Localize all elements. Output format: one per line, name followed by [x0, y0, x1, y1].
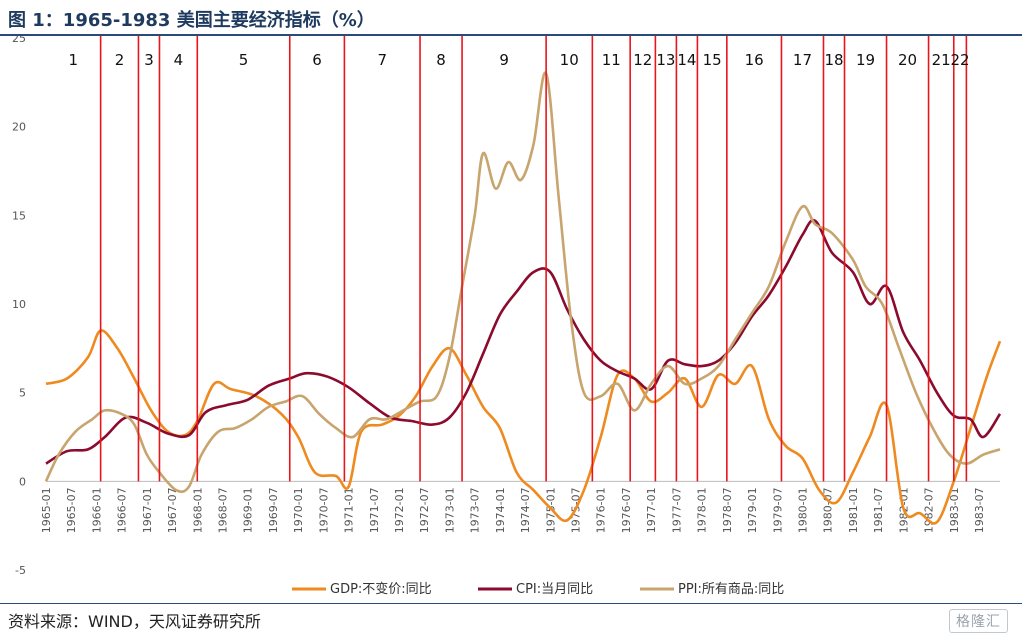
x-tick-label: 1968-01	[191, 487, 204, 533]
x-tick-label: 1982-07	[923, 487, 936, 533]
legend-label-cpi: CPI:当月同比	[516, 582, 593, 597]
x-tick-label: 1979-07	[771, 487, 784, 533]
period-label: 6	[312, 51, 322, 69]
period-label: 5	[239, 51, 249, 69]
period-label: 3	[144, 51, 154, 69]
period-label: 18	[824, 51, 843, 69]
period-dividers	[99, 36, 968, 482]
y-tick-label: 10	[12, 298, 26, 311]
y-tick-label: 15	[12, 209, 26, 222]
period-label: 10	[560, 51, 579, 69]
x-tick-label: 1965-07	[65, 487, 78, 533]
series-line-gdp	[45, 329, 1002, 525]
x-tick-label: 1971-01	[343, 487, 356, 533]
x-tick-label: 1983-01	[948, 487, 961, 533]
period-label: 15	[703, 51, 722, 69]
x-tick-label: 1968-07	[217, 487, 230, 533]
x-tick-label: 1967-01	[141, 487, 154, 533]
watermark-logo: 格隆汇	[949, 609, 1008, 633]
y-axis-ticks: -5 0 5 10 15 20 25	[12, 36, 26, 577]
x-tick-label: 1973-01	[443, 487, 456, 533]
series-line-ppi	[44, 71, 1001, 493]
x-tick-label: 1976-07	[620, 487, 633, 533]
x-tick-label: 1972-07	[418, 487, 431, 533]
x-tick-label: 1974-07	[519, 487, 532, 533]
chart-legend: GDP:不变价:同比 CPI:当月同比 PPI:所有商品:同比	[292, 581, 784, 597]
period-labels: 1 2 3 4 5 6 7 8 9 10 11 12 13 14 15 16 17 18 19 20 21 22	[69, 51, 970, 69]
series-line-cpi	[45, 218, 1002, 465]
x-tick-label: 1970-07	[317, 487, 330, 533]
period-label: 22	[951, 51, 970, 69]
title-divider	[0, 34, 1022, 36]
period-label: 7	[377, 51, 387, 69]
x-tick-label: 1972-01	[393, 487, 406, 533]
x-tick-label: 1974-01	[494, 487, 507, 533]
x-tick-label: 1980-01	[796, 487, 809, 533]
legend-label-ppi: PPI:所有商品:同比	[678, 582, 784, 597]
period-label: 20	[898, 51, 917, 69]
period-label: 21	[932, 51, 951, 69]
x-tick-label: 1966-07	[116, 487, 129, 533]
source-note: 资料来源：WIND，天风证券研究所	[8, 612, 261, 631]
period-label: 8	[436, 51, 446, 69]
x-tick-label: 1977-07	[670, 487, 683, 533]
period-label: 11	[602, 51, 621, 69]
period-label: 13	[656, 51, 675, 69]
x-tick-label: 1978-01	[696, 487, 709, 533]
x-tick-label: 1971-07	[368, 487, 381, 533]
period-label: 9	[499, 51, 509, 69]
y-tick-label: 0	[19, 475, 26, 488]
y-tick-label: 25	[12, 36, 26, 45]
x-tick-label: 1977-01	[645, 487, 658, 533]
x-tick-label: 1981-07	[872, 487, 885, 533]
x-axis-ticks: 1965-01 1965-07 1966-01 1966-07 1967-01 1967-…	[40, 487, 986, 533]
y-tick-label: 20	[12, 121, 26, 134]
period-label: 12	[633, 51, 652, 69]
period-label: 19	[856, 51, 875, 69]
period-label: 4	[174, 51, 184, 69]
page-title: 图 1：1965-1983 美国主要经济指标（%）	[8, 10, 375, 31]
x-tick-label: 1976-01	[595, 487, 608, 533]
period-label: 14	[677, 51, 696, 69]
x-tick-label: 1967-07	[166, 487, 179, 533]
period-label: 2	[115, 51, 125, 69]
x-tick-label: 1975-01	[544, 487, 557, 533]
x-tick-label: 1969-07	[267, 487, 280, 533]
x-tick-label: 1983-07	[973, 487, 986, 533]
period-label: 17	[793, 51, 812, 69]
series-lines	[44, 71, 1002, 525]
legend-label-gdp: GDP:不变价:同比	[330, 581, 432, 597]
y-tick-label: -5	[15, 564, 26, 577]
x-tick-label: 1969-01	[242, 487, 255, 533]
x-tick-label: 1970-01	[292, 487, 305, 533]
period-label: 1	[69, 51, 79, 69]
period-label: 16	[745, 51, 764, 69]
x-tick-label: 1979-01	[746, 487, 759, 533]
x-tick-label: 1981-01	[847, 487, 860, 533]
x-tick-label: 1965-01	[40, 487, 53, 533]
x-tick-label: 1978-07	[721, 487, 734, 533]
x-tick-label: 1973-07	[469, 487, 482, 533]
y-tick-label: 5	[19, 387, 26, 400]
x-tick-label: 1966-01	[90, 487, 103, 533]
source-divider	[0, 603, 1022, 604]
